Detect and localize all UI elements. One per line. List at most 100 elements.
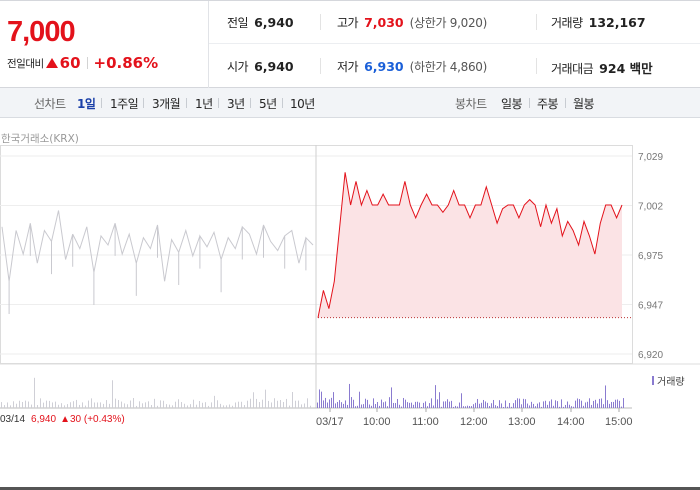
volume-bar [563,406,564,408]
volume-bar [70,402,71,408]
volume-bar [481,402,482,408]
volume-bar [94,402,95,408]
volume-bar [91,398,92,408]
volume-bar [487,402,488,408]
volume-bar [539,402,540,408]
volume-bar [449,401,450,408]
stat-value: 6,930 [364,59,404,74]
volume-bar [383,402,384,408]
volume-bar [121,401,122,408]
volume-bar [97,402,98,408]
volume-bar [22,402,23,408]
volume-bar [43,402,44,408]
x-tick-label: 13:00 [508,416,536,428]
stat-trade-value: 거래대금 924 백만 [551,58,659,77]
price-chart: 7,029 7,002 6,975 6,947 6,920 03/17 10:00 11:0… [0,145,700,428]
volume-bar [10,405,11,408]
y-tick-label: 6,975 [638,251,663,262]
prev-day-date: 03/14 [0,414,26,425]
volume-bar [461,393,462,408]
divider [529,98,530,108]
volume-bar [489,406,490,408]
volume-bar [523,398,524,408]
volume-bar [353,399,354,408]
volume-bar [16,403,17,408]
volume-bar [34,377,35,408]
volume-bar [583,405,584,408]
volume-bar [577,398,578,408]
volume-bar [157,405,158,408]
tab-5year[interactable]: 5년 [259,97,277,111]
volume-bar [103,403,104,408]
volume-bar [323,400,324,408]
x-axis-labels: 03/17 10:00 11:00 12:00 13:00 14:00 15:00 [316,408,633,428]
volume-bar [561,399,562,408]
volume-bar [405,399,406,408]
volume-bar [381,399,382,408]
volume-bar [393,402,394,408]
volume-bar [409,402,410,408]
tab-10year[interactable]: 10년 [290,97,315,111]
volume-bar [85,405,86,408]
stat-label: 시가 [227,60,249,74]
today-area [317,172,632,319]
tab-daily-candle[interactable]: 일봉 [501,97,523,111]
volume-bar [310,405,311,408]
volume-bar [181,402,182,408]
stat-value: 6,940 [254,59,294,74]
tab-3month[interactable]: 3개월 [152,97,181,111]
volume-bar [421,406,422,408]
volume-bar [349,383,350,408]
volume-bar [401,406,402,408]
volume-bar [100,402,101,408]
volume-bar [469,405,470,408]
volume-bar [4,405,5,408]
volume-bar [13,401,14,408]
volume-bar [217,400,218,408]
volume-bar [485,401,486,408]
stat-value: 132,167 [588,15,646,30]
volume-bar [371,405,372,408]
volume-bar [611,401,612,408]
tab-1day[interactable]: 1일 [77,97,96,111]
volume-bar [591,404,592,408]
volume-bar [533,403,534,408]
volume-bar [363,404,364,408]
divider [218,98,219,108]
volume-bar [573,406,574,408]
price-box: 7,000 전일대비 60 +0.86% [0,1,209,88]
volume-bar [551,399,552,408]
volume-bar [565,404,566,408]
volume-bar [160,400,161,408]
volume-bar [271,402,272,408]
volume-bar [325,397,326,408]
volume-bar [387,406,388,408]
tab-1year[interactable]: 1년 [195,97,213,111]
y-axis-labels: 7,029 7,002 6,975 6,947 6,920 [638,152,663,361]
lower-limit: (하한가 4,860) [409,60,488,74]
divider [565,98,566,108]
x-tick-label: 10:00 [363,416,391,428]
volume-bar [58,404,59,408]
stat-value: 7,030 [364,15,404,30]
tab-3year[interactable]: 3년 [227,97,245,111]
volume-bar [1,402,2,408]
tab-weekly-candle[interactable]: 주봉 [537,97,559,111]
volume-legend: 거래량 [652,373,685,388]
volume-bar [28,401,29,408]
stat-label: 거래량 [551,16,583,30]
prev-day-series [1,210,314,314]
tab-1week[interactable]: 1주일 [110,97,139,111]
volume-bar [196,404,197,408]
volume-bar [67,404,68,408]
volume-bar [79,404,80,408]
volume-bar [589,398,590,408]
volume-bar [333,392,334,408]
volume-bar [623,398,624,408]
volume-bar [431,398,432,408]
tab-monthly-candle[interactable]: 월봉 [573,97,595,111]
volume-bar [379,405,380,408]
legend-label: 거래량 [657,377,685,388]
volume-bar [226,405,227,408]
volume-bar [471,406,472,408]
